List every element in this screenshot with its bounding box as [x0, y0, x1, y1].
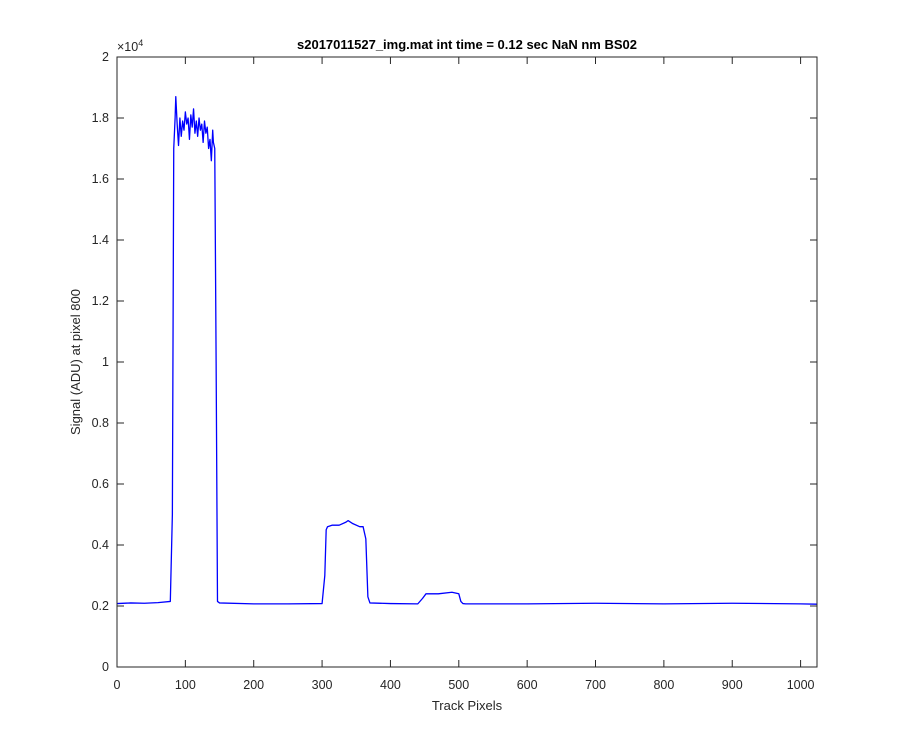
- y-tick-label: 1.2: [92, 294, 109, 308]
- x-tick-label: 700: [585, 678, 606, 692]
- y-tick-label: 2: [102, 50, 109, 64]
- x-tick-label: 400: [380, 678, 401, 692]
- y-tick-label: 0.2: [92, 599, 109, 613]
- y-tick-label: 0: [102, 660, 109, 674]
- signal-series-line: [116, 96, 818, 605]
- y-axis-label: Signal (ADU) at pixel 800: [68, 289, 83, 435]
- y-tick-label: 1.4: [92, 233, 109, 247]
- x-tick-label: 800: [653, 678, 674, 692]
- y-axis-exponent: ×104: [117, 38, 143, 54]
- x-tick-label: 100: [175, 678, 196, 692]
- chart-title: s2017011527_img.mat int time = 0.12 sec …: [297, 37, 637, 52]
- x-tick-label: 0: [114, 678, 121, 692]
- x-tick-label: 900: [722, 678, 743, 692]
- axes-box: [116, 56, 818, 668]
- x-tick-label: 500: [448, 678, 469, 692]
- plot-area: [117, 57, 817, 667]
- x-tick-label: 200: [243, 678, 264, 692]
- y-tick-label: 1: [102, 355, 109, 369]
- axis-tick-labels: 0 100 200 300 400 500 600 700 800 900 1000 0 0.2 0.4 0…: [92, 50, 815, 692]
- y-tick-label: 1.6: [92, 172, 109, 186]
- y-tick-label: 0.4: [92, 538, 109, 552]
- y-tick-label: 1.8: [92, 111, 109, 125]
- x-tick-label: 300: [312, 678, 333, 692]
- x-tick-label: 600: [517, 678, 538, 692]
- y-tick-label: 0.8: [92, 416, 109, 430]
- x-tick-label: 1000: [787, 678, 815, 692]
- y-tick-label: 0.6: [92, 477, 109, 491]
- x-axis-label: Track Pixels: [432, 698, 503, 713]
